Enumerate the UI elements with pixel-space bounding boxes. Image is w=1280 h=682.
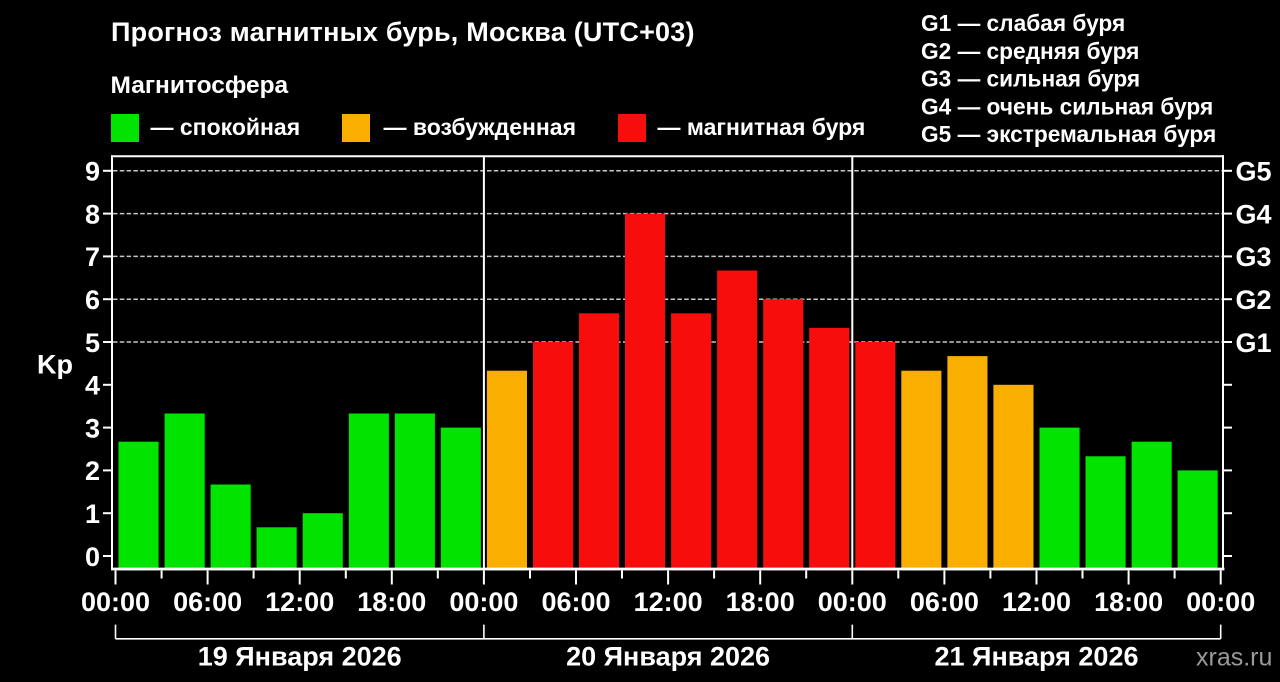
svg-text:6: 6 bbox=[85, 285, 100, 315]
svg-text:1: 1 bbox=[85, 499, 100, 529]
svg-text:G1: G1 bbox=[1236, 328, 1272, 358]
svg-text:7: 7 bbox=[85, 242, 100, 272]
svg-text:G1 — слабая буря: G1 — слабая буря bbox=[921, 10, 1125, 36]
svg-text:18:00: 18:00 bbox=[1094, 587, 1163, 617]
svg-text:18:00: 18:00 bbox=[357, 587, 426, 617]
svg-text:0: 0 bbox=[85, 542, 100, 572]
svg-text:20 Января 2026: 20 Января 2026 bbox=[566, 642, 770, 672]
svg-text:00:00: 00:00 bbox=[818, 587, 887, 617]
svg-text:06:00: 06:00 bbox=[541, 587, 610, 617]
svg-text:G3: G3 bbox=[1236, 242, 1272, 272]
svg-text:Прогноз магнитных бурь, Москва: Прогноз магнитных бурь, Москва (UTC+03) bbox=[111, 17, 695, 47]
svg-text:9: 9 bbox=[85, 157, 100, 187]
svg-text:8: 8 bbox=[85, 199, 100, 229]
svg-text:3: 3 bbox=[85, 413, 100, 443]
svg-text:21 Января 2026: 21 Января 2026 bbox=[935, 642, 1139, 672]
svg-text:Kp: Kp bbox=[37, 350, 73, 380]
svg-text:G5: G5 bbox=[1236, 157, 1272, 187]
svg-text:G5 — экстремальная буря: G5 — экстремальная буря bbox=[921, 121, 1216, 147]
svg-text:12:00: 12:00 bbox=[265, 587, 334, 617]
svg-text:18:00: 18:00 bbox=[726, 587, 795, 617]
svg-text:— магнитная буря: — магнитная буря bbox=[658, 114, 866, 140]
svg-text:G2: G2 bbox=[1236, 285, 1272, 315]
svg-text:06:00: 06:00 bbox=[173, 587, 242, 617]
svg-text:12:00: 12:00 bbox=[634, 587, 703, 617]
svg-text:G3 — сильная буря: G3 — сильная буря bbox=[921, 66, 1140, 92]
svg-text:2: 2 bbox=[85, 456, 100, 486]
svg-text:00:00: 00:00 bbox=[449, 587, 518, 617]
svg-text:19 Января 2026: 19 Января 2026 bbox=[198, 642, 402, 672]
svg-text:4: 4 bbox=[85, 371, 100, 401]
svg-text:G4: G4 bbox=[1236, 199, 1272, 229]
svg-text:G4 — очень сильная буря: G4 — очень сильная буря bbox=[921, 93, 1213, 119]
svg-text:5: 5 bbox=[85, 328, 100, 358]
svg-text:06:00: 06:00 bbox=[910, 587, 979, 617]
svg-text:00:00: 00:00 bbox=[81, 587, 150, 617]
svg-text:G2 — средняя буря: G2 — средняя буря bbox=[921, 38, 1139, 64]
svg-text:Магнитосфера: Магнитосфера bbox=[111, 72, 289, 99]
svg-text:xras.ru: xras.ru bbox=[1196, 644, 1272, 672]
svg-text:— возбужденная: — возбужденная bbox=[384, 114, 577, 140]
svg-text:12:00: 12:00 bbox=[1002, 587, 1071, 617]
svg-text:00:00: 00:00 bbox=[1186, 587, 1255, 617]
svg-text:— спокойная: — спокойная bbox=[151, 114, 301, 140]
